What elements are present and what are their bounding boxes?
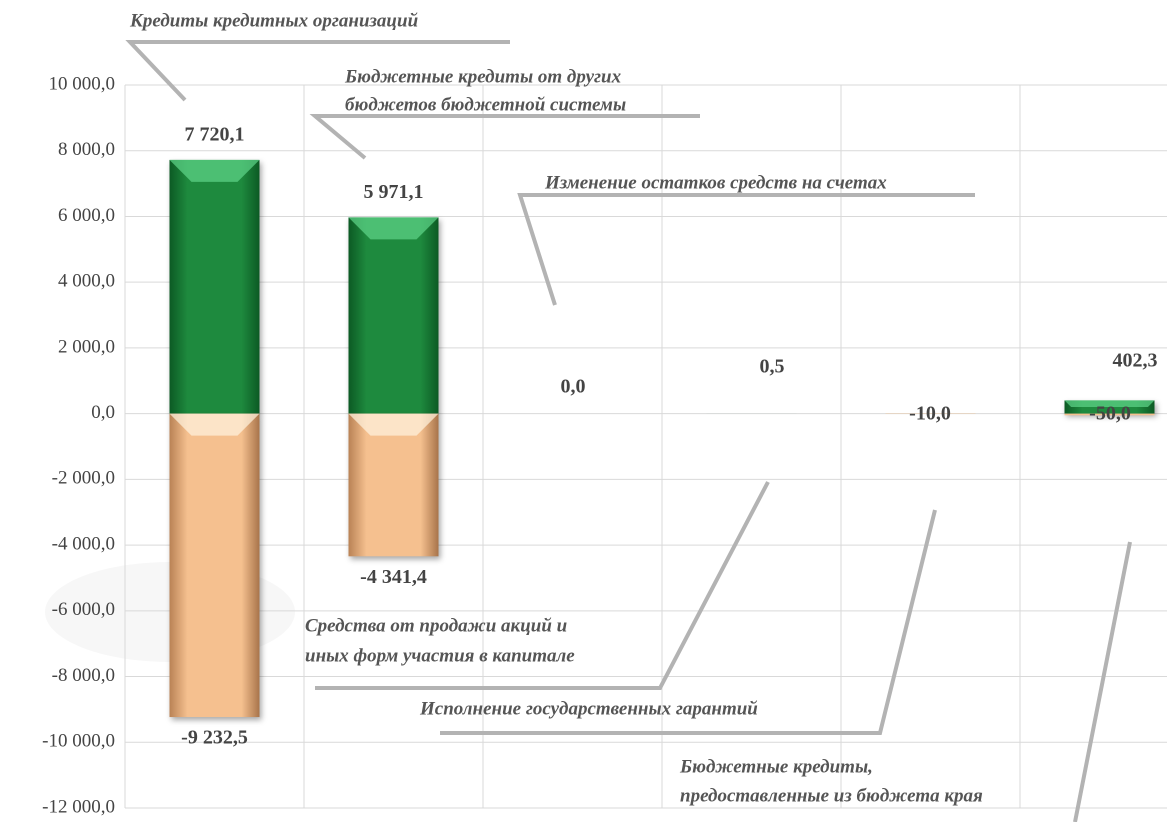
y-tick-label: -4 000,0: [52, 533, 115, 554]
value-label: -9 232,5: [181, 727, 248, 749]
y-tick-label: -2 000,0: [52, 468, 115, 489]
bar: [169, 413, 260, 718]
category-annotation: Исполнение государственных гарантий: [419, 698, 758, 719]
category-annotation: иных форм участия в капитале: [305, 645, 575, 666]
bar-bevel: [169, 413, 260, 436]
value-label: -4 341,4: [360, 566, 427, 588]
y-tick-label: 4 000,0: [58, 271, 115, 292]
y-tick-label: -6 000,0: [52, 599, 115, 620]
bar: [348, 217, 439, 414]
y-tick-label: 10 000,0: [49, 73, 116, 94]
category-annotation: Средства от продажи акций и: [305, 615, 567, 636]
bar-bevel: [1064, 400, 1155, 408]
category-annotation: предоставленные из бюджета края: [680, 785, 983, 806]
value-label: 0,5: [760, 356, 785, 378]
arrow: [1073, 541, 1132, 822]
arrow: [125, 40, 510, 102]
bar: [1064, 413, 1155, 416]
y-tick-label: -8 000,0: [52, 665, 115, 686]
category-annotation: бюджетов бюджетной системы: [345, 94, 626, 115]
category-annotation: Бюджетные кредиты,: [679, 756, 873, 777]
category-annotation: Изменение остатков средств на счетах: [544, 172, 887, 193]
category-annotation: Бюджетные кредиты от других: [344, 66, 622, 87]
y-tick-label: 6 000,0: [58, 205, 115, 226]
bar-bevel: [348, 413, 439, 436]
value-label: -50,0: [1089, 403, 1131, 425]
arrow: [517, 193, 975, 306]
value-label: 402,3: [1113, 350, 1158, 372]
value-label: 5 971,1: [364, 181, 424, 203]
bar: [169, 159, 260, 414]
y-tick-label: 2 000,0: [58, 336, 115, 357]
bar-bevel: [348, 217, 439, 240]
value-label: 0,0: [561, 376, 586, 398]
arrow: [315, 481, 770, 690]
y-tick-label: 0,0: [91, 402, 115, 423]
bar-bevel: [169, 159, 260, 182]
arrow: [440, 509, 937, 735]
arrow: [309, 114, 700, 160]
bar: [348, 413, 439, 557]
category-annotation: Кредиты кредитных организаций: [129, 10, 418, 31]
y-tick-label: -10 000,0: [42, 731, 115, 752]
value-label: -10,0: [909, 403, 951, 425]
y-tick-label: -12 000,0: [42, 796, 115, 817]
value-label: 7 720,1: [185, 124, 245, 146]
y-tick-label: 8 000,0: [58, 139, 115, 160]
arrows: [125, 40, 1132, 822]
